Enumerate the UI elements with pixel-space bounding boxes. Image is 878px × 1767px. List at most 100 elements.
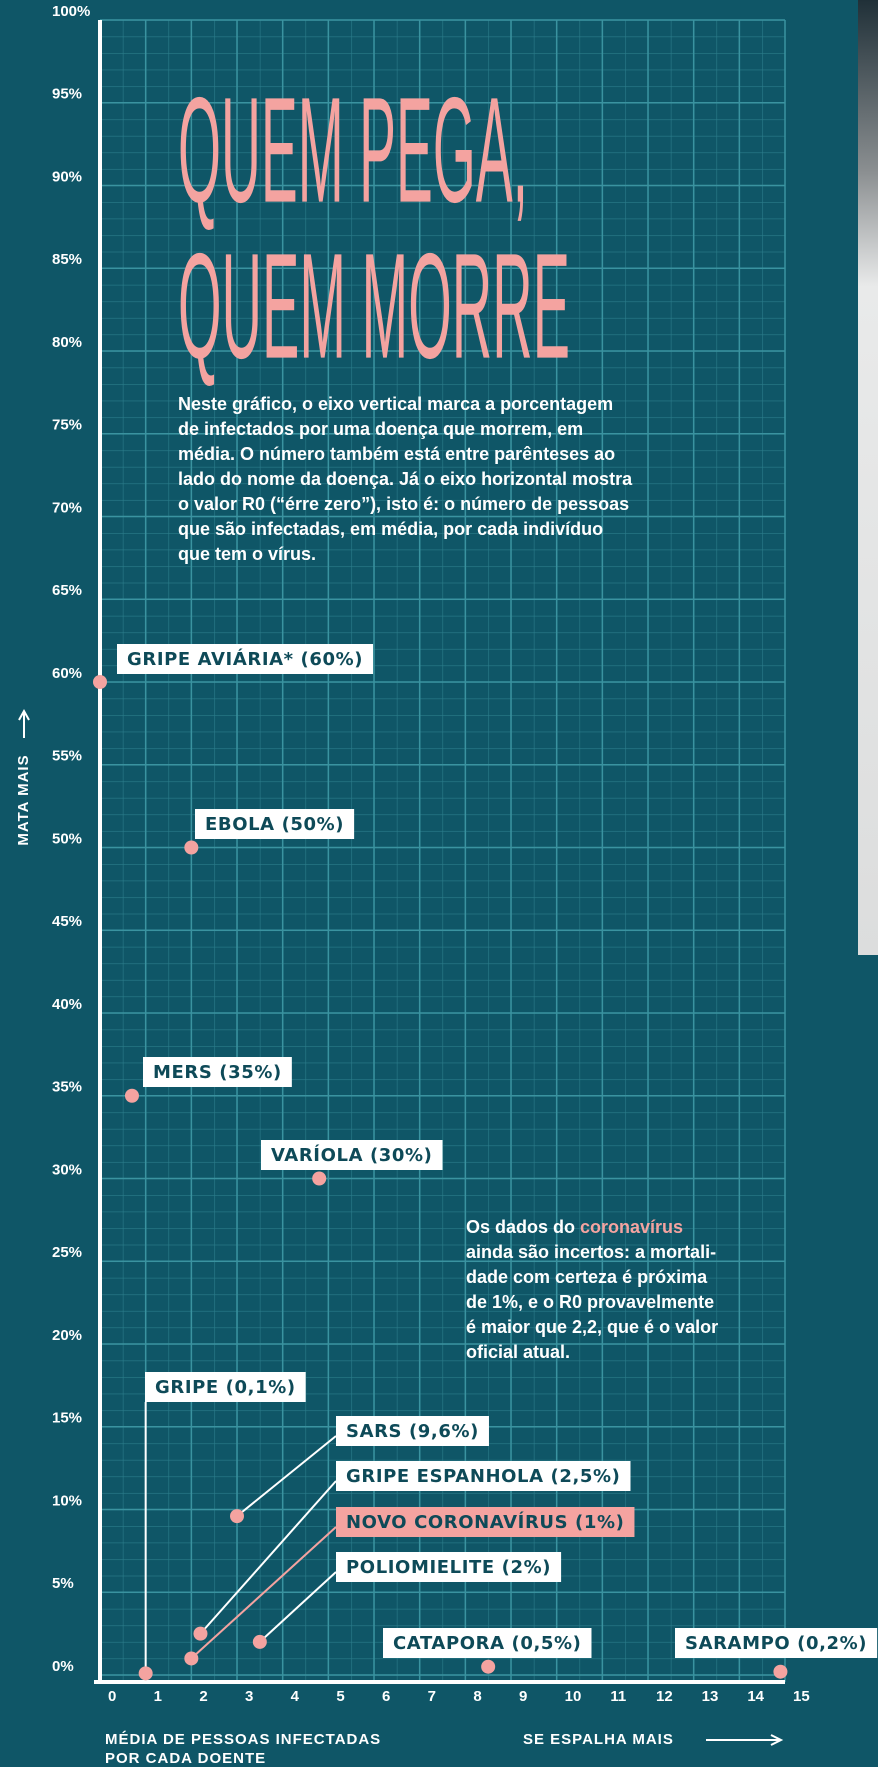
y-arrow [18,708,30,738]
x-axis-label: POR CADA DOENTE [105,1750,266,1767]
x-tick-label: 8 [473,1688,481,1705]
x-tick-label: 9 [519,1688,527,1705]
label-box [336,1461,631,1491]
note-text: Os dados do [466,1217,575,1237]
point [481,1659,496,1674]
note: de 1%, e o R0 provavelmente [466,1292,714,1312]
point [184,1651,199,1666]
y-tick-label: 50% [52,830,82,847]
leader-line [236,1435,337,1517]
y-tick-label: 15% [52,1410,82,1427]
y-tick-label: 80% [52,334,82,351]
x-axis-label: MÉDIA DE PESSOAS INFECTADAS [105,1731,381,1748]
x-tick-label: 11 [610,1688,626,1705]
label-box [383,1628,592,1658]
label-box [336,1507,635,1537]
point [138,1666,153,1681]
x-tick-label: 5 [336,1688,344,1705]
data-label: NOVO CORONAVÍRUS (1%) [346,1511,624,1533]
y-tick-label: 65% [52,582,82,599]
description: que tem o vírus. [178,544,316,564]
label-box [143,1057,292,1087]
data-label: SARS (9,6%) [346,1421,479,1442]
leader-line [190,1526,337,1660]
x-tick-label: 10 [565,1688,582,1705]
label-box [336,1416,489,1446]
data-label: MERS (35%) [153,1062,282,1083]
y-tick-label: 20% [52,1327,82,1344]
y-tick-label: 75% [52,417,82,434]
x-tick-label: 1 [154,1688,162,1705]
description: média. O número também está entre parênt… [178,444,615,464]
point [124,1088,139,1103]
note: ainda são incertos: a mortali- [466,1242,716,1262]
minor-grid [100,20,785,1682]
y-tick-label: 10% [52,1492,82,1509]
chart-title: QUEM PEGA, [178,66,528,234]
description: lado do nome da doença. Já o eixo horizo… [178,469,633,489]
x-tick-label: 6 [382,1688,390,1705]
note: Os dados do coronavírus [466,1217,683,1237]
x-tick-label: 7 [428,1688,436,1705]
y-tick-label: 70% [52,499,82,516]
label-box [261,1140,443,1170]
data-label: GRIPE (0,1%) [155,1377,296,1398]
x-tick-label: 4 [291,1688,300,1705]
y-tick-label: 45% [52,913,82,930]
label-box [117,644,374,674]
label-box [145,1372,306,1402]
y-tick-label: 35% [52,1079,82,1096]
point [230,1509,244,1524]
description: Neste gráfico, o eixo vertical marca a p… [178,394,613,414]
data-label: CATAPORA (0,5%) [393,1633,581,1654]
x-tick-label: 13 [702,1688,719,1705]
point [312,1171,327,1186]
data-label: GRIPE AVIÁRIA* (60%) [127,648,363,670]
y-tick-label: 25% [52,1244,82,1261]
y-tick-label: 85% [52,251,82,268]
point [252,1634,267,1649]
y-tick-label: 40% [52,996,82,1013]
y-tick-label: 95% [52,86,82,103]
leader-line [199,1480,337,1635]
description: de infectados por uma doença que morrem,… [178,419,583,439]
label-box [675,1628,878,1658]
x-tick-label: 0 [108,1688,116,1705]
note-highlight: coronavírus [580,1217,683,1237]
point [93,675,107,689]
photo-strip [858,0,878,955]
x-tick-label: 12 [656,1688,673,1705]
y-tick-label: 90% [52,168,82,185]
data-label: EBOLA (50%) [205,814,344,835]
y-tick-label: 5% [52,1575,74,1592]
y-tick-label: 30% [52,1161,82,1178]
description: que são infectadas, em média, por cada i… [178,519,603,539]
point [193,1626,208,1641]
x-tick-label: 3 [245,1688,253,1705]
label-box [336,1552,562,1582]
x-tick-label: 15 [793,1688,810,1705]
note: oficial atual. [466,1342,570,1362]
label-box [195,809,355,839]
note: dade com certeza é próxima [466,1267,708,1287]
data-label: GRIPE ESPANHOLA (2,5%) [346,1466,621,1487]
data-label: SARAMPO (0,2%) [685,1633,867,1654]
note: é maior que 2,2, que é o valor [466,1317,718,1337]
x-axis-label-right: SE ESPALHA MAIS [523,1731,674,1748]
chart-title: QUEM MORRE [178,222,570,390]
y-tick-label: 0% [52,1658,74,1675]
data-label: POLIOMIELITE (2%) [346,1557,551,1578]
description: o valor R0 (“érre zero”), isto é: o núme… [178,494,629,514]
y-tick-label: 100% [52,3,90,20]
y-tick-label: 55% [52,748,82,765]
x-tick-label: 2 [199,1688,207,1705]
x-arrow [706,1734,784,1746]
x-tick-label: 14 [747,1688,764,1705]
y-tick-label: 60% [52,665,82,682]
point [184,840,199,855]
point [773,1664,788,1679]
leader-line [259,1571,337,1643]
data-label: VARÍOLA (30%) [271,1144,433,1166]
y-axis-label: MATA MAIS [15,754,32,845]
